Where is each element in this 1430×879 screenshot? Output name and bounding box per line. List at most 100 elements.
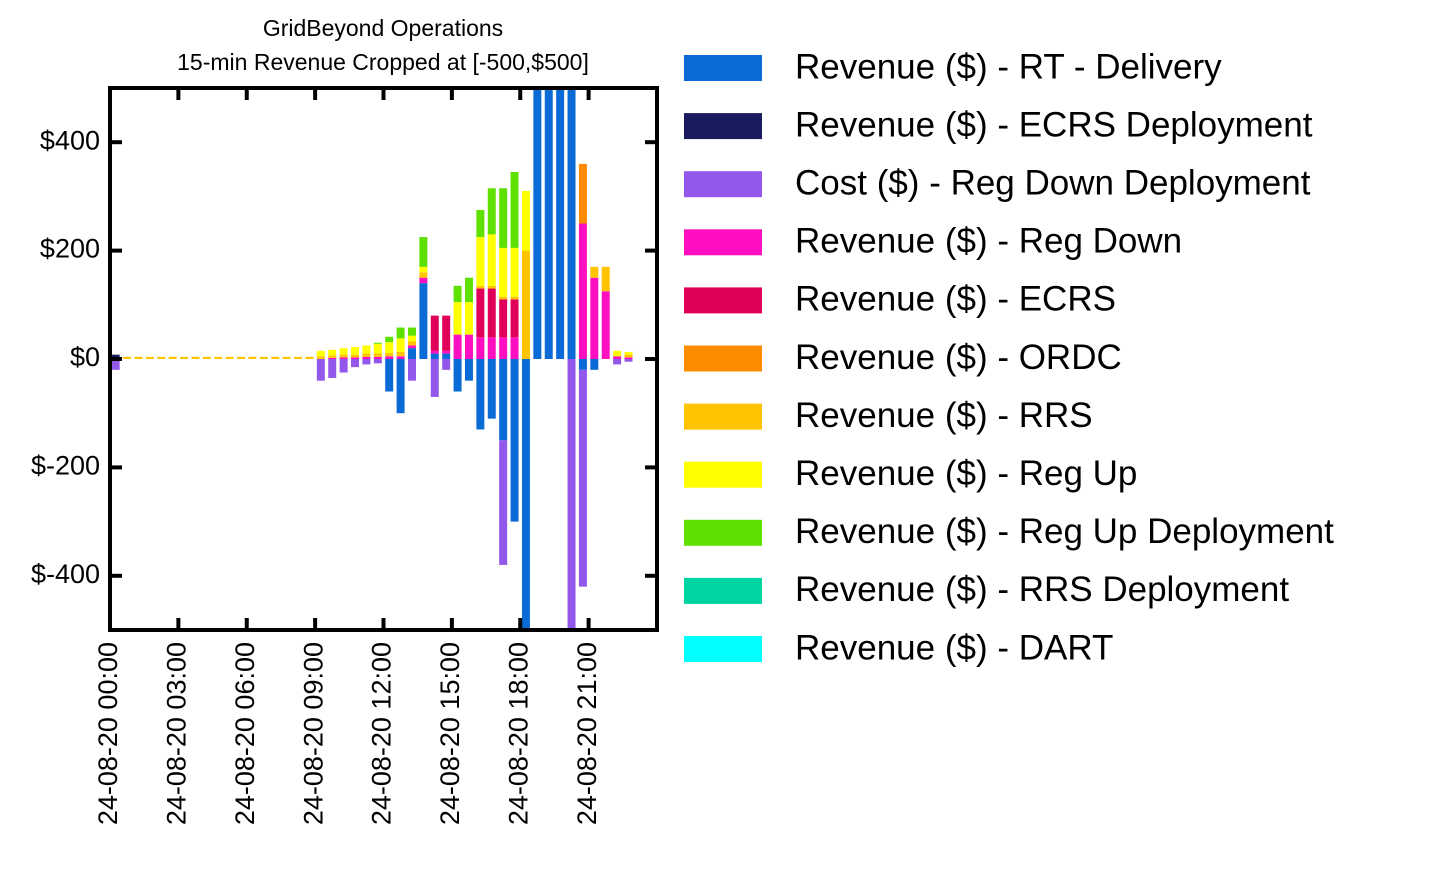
bar-segment bbox=[613, 350, 622, 357]
x-tick-label: 24-08-20 03:00 bbox=[162, 642, 192, 825]
bar-segment bbox=[328, 349, 337, 356]
bar-segment bbox=[510, 359, 519, 522]
bar-segment bbox=[578, 223, 587, 359]
bar-segment bbox=[339, 359, 348, 373]
bar-segment bbox=[408, 335, 416, 342]
bar-segment bbox=[180, 356, 189, 359]
bar-segment bbox=[168, 356, 177, 359]
bar-segment bbox=[510, 172, 519, 248]
bar-segment bbox=[578, 163, 587, 224]
bar-segment bbox=[430, 359, 439, 397]
x-tick-label: 24-08-20 18:00 bbox=[503, 642, 533, 825]
legend-swatch bbox=[684, 345, 762, 372]
bar-segment bbox=[237, 356, 246, 359]
plot-frame bbox=[108, 86, 659, 632]
bar-segment bbox=[567, 88, 576, 360]
bar-segment bbox=[385, 359, 394, 392]
bar-segment bbox=[510, 337, 519, 359]
legend-label: Revenue ($) - Reg Up bbox=[795, 454, 1137, 493]
x-tick-label: 24-08-20 15:00 bbox=[435, 642, 465, 825]
legend-label: Revenue ($) - Reg Up Deployment bbox=[795, 512, 1334, 551]
bar-segment bbox=[476, 237, 485, 286]
bar-segment bbox=[590, 277, 599, 359]
bar-segment bbox=[590, 359, 599, 370]
bar-segment bbox=[487, 285, 496, 289]
bar-segment bbox=[487, 234, 496, 286]
x-tick-label: 24-08-20 00:00 bbox=[93, 642, 123, 825]
bar-segment bbox=[601, 266, 610, 292]
bar-segment bbox=[316, 356, 325, 359]
bar-segment bbox=[453, 302, 462, 335]
legend-swatch bbox=[684, 519, 762, 546]
bar-segment bbox=[464, 277, 473, 303]
bar-segment bbox=[111, 354, 120, 359]
bar-segment bbox=[339, 354, 348, 358]
bar-segment bbox=[499, 337, 508, 359]
bar-segment bbox=[430, 353, 439, 359]
bar-segment bbox=[396, 356, 405, 359]
bar-segment bbox=[510, 296, 519, 300]
bar-segment bbox=[510, 299, 519, 338]
bar-segment bbox=[567, 359, 576, 630]
bar-segment bbox=[556, 88, 565, 360]
bar-segment bbox=[396, 359, 405, 414]
chart-title: GridBeyond Operations bbox=[263, 15, 503, 41]
bar-segment bbox=[419, 283, 428, 359]
bar-segment bbox=[499, 247, 508, 297]
legend-label: Revenue ($) - RRS Deployment bbox=[795, 570, 1289, 609]
bar-segment bbox=[191, 356, 200, 359]
bar-segment bbox=[339, 348, 348, 355]
legend-label: Revenue ($) - ORDC bbox=[795, 338, 1122, 377]
bar-segment bbox=[396, 327, 405, 339]
bar-segment bbox=[282, 356, 291, 359]
bar-segment bbox=[385, 342, 394, 354]
bars bbox=[111, 88, 633, 630]
y-tick-label: $200 bbox=[40, 234, 100, 264]
legend-swatch bbox=[684, 461, 762, 488]
bar-segment bbox=[487, 288, 496, 338]
bar-segment bbox=[419, 237, 428, 267]
bar-segment bbox=[442, 315, 451, 351]
bar-segment bbox=[351, 354, 359, 358]
bar-segment bbox=[134, 356, 143, 359]
bar-segment bbox=[624, 351, 633, 355]
y-tick-label: $-400 bbox=[31, 559, 100, 589]
bar-segment bbox=[408, 359, 416, 381]
bar-segment bbox=[373, 343, 382, 354]
bar-segment bbox=[362, 359, 371, 365]
legend-swatch bbox=[684, 403, 762, 430]
bar-segment bbox=[214, 356, 223, 359]
bar-segment bbox=[521, 250, 530, 359]
bar-segment bbox=[351, 359, 359, 368]
bar-segment bbox=[476, 285, 485, 289]
bar-segment bbox=[305, 356, 314, 359]
bar-segment bbox=[476, 288, 485, 338]
bar-segment bbox=[408, 348, 416, 359]
bar-segment bbox=[351, 347, 359, 355]
bar-segment bbox=[259, 356, 268, 359]
bar-segment bbox=[373, 356, 382, 359]
bar-segment bbox=[533, 88, 542, 360]
legend-label: Cost ($) - Reg Down Deployment bbox=[795, 163, 1311, 202]
bar-segment bbox=[499, 296, 508, 300]
bar-segment bbox=[225, 356, 234, 359]
bar-segment bbox=[362, 345, 371, 354]
bar-segment bbox=[396, 351, 405, 357]
bar-segment bbox=[453, 359, 462, 392]
bar-segment bbox=[544, 88, 553, 360]
bar-segment bbox=[499, 188, 508, 248]
bar-segment bbox=[157, 356, 166, 359]
legend-swatch bbox=[684, 113, 762, 140]
bar-segment bbox=[442, 353, 451, 359]
bar-segment bbox=[613, 359, 622, 365]
bar-segment bbox=[578, 359, 587, 370]
bar-segment bbox=[408, 345, 416, 349]
bar-segment bbox=[453, 334, 462, 359]
bar-segment bbox=[385, 353, 394, 357]
bar-segment bbox=[442, 350, 451, 354]
y-tick-label: $0 bbox=[70, 342, 100, 372]
bar-segment bbox=[328, 355, 337, 358]
bar-segment bbox=[362, 353, 371, 357]
bar-segment bbox=[510, 247, 519, 297]
